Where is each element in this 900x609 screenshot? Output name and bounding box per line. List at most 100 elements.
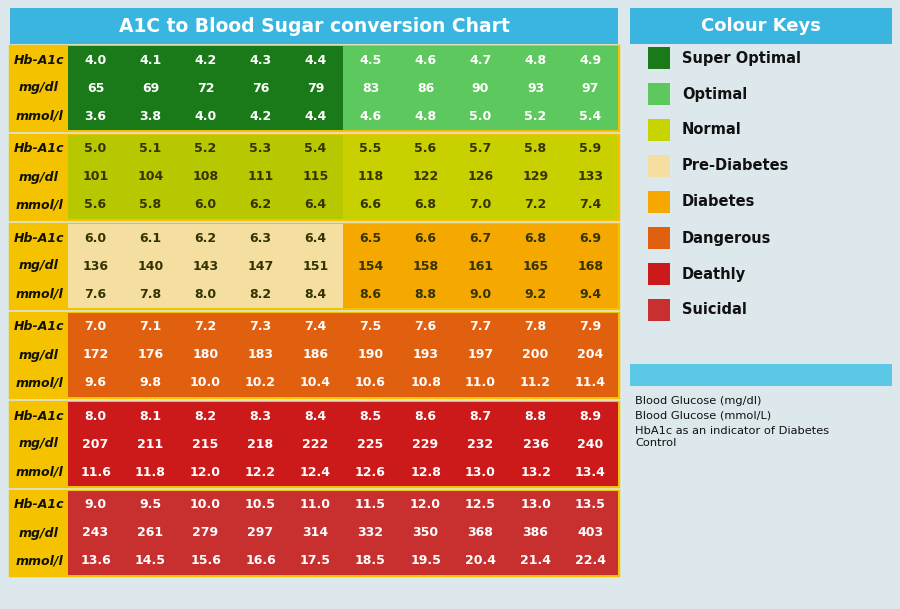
FancyBboxPatch shape: [563, 224, 618, 252]
FancyBboxPatch shape: [178, 74, 233, 102]
Text: 6.6: 6.6: [359, 199, 382, 211]
Text: 18.5: 18.5: [356, 555, 386, 568]
Text: 6.4: 6.4: [304, 199, 327, 211]
FancyBboxPatch shape: [10, 135, 68, 163]
FancyBboxPatch shape: [123, 163, 178, 191]
Text: 200: 200: [522, 348, 549, 362]
Text: 21.4: 21.4: [520, 555, 551, 568]
FancyBboxPatch shape: [68, 369, 123, 397]
FancyBboxPatch shape: [563, 430, 618, 458]
Text: 3.8: 3.8: [140, 110, 161, 122]
FancyBboxPatch shape: [288, 547, 343, 575]
Text: 16.6: 16.6: [245, 555, 276, 568]
Text: 12.0: 12.0: [190, 465, 221, 479]
FancyBboxPatch shape: [508, 491, 563, 519]
Text: 4.3: 4.3: [249, 54, 272, 66]
FancyBboxPatch shape: [563, 341, 618, 369]
Text: 140: 140: [138, 259, 164, 272]
FancyBboxPatch shape: [123, 430, 178, 458]
Text: 6.0: 6.0: [194, 199, 217, 211]
Text: 12.5: 12.5: [465, 499, 496, 512]
FancyBboxPatch shape: [563, 46, 618, 74]
Text: Hb-A1c: Hb-A1c: [14, 409, 64, 423]
Text: 9.2: 9.2: [525, 287, 546, 300]
Text: 11.0: 11.0: [465, 376, 496, 390]
FancyBboxPatch shape: [68, 491, 123, 519]
FancyBboxPatch shape: [398, 519, 453, 547]
FancyBboxPatch shape: [508, 280, 563, 308]
FancyBboxPatch shape: [68, 191, 123, 219]
Text: 176: 176: [138, 348, 164, 362]
FancyBboxPatch shape: [508, 458, 563, 486]
FancyBboxPatch shape: [648, 227, 670, 249]
FancyBboxPatch shape: [68, 458, 123, 486]
Text: 172: 172: [83, 348, 109, 362]
FancyBboxPatch shape: [288, 491, 343, 519]
Text: 168: 168: [578, 259, 604, 272]
FancyBboxPatch shape: [123, 369, 178, 397]
FancyBboxPatch shape: [68, 280, 123, 308]
FancyBboxPatch shape: [398, 252, 453, 280]
Text: 12.6: 12.6: [356, 465, 386, 479]
FancyBboxPatch shape: [178, 458, 233, 486]
Text: 14.5: 14.5: [135, 555, 166, 568]
Text: 8.6: 8.6: [359, 287, 382, 300]
Text: 7.8: 7.8: [140, 287, 162, 300]
Text: 4.2: 4.2: [249, 110, 272, 122]
Text: 4.5: 4.5: [359, 54, 382, 66]
Text: 8.5: 8.5: [359, 409, 382, 423]
Text: 5.1: 5.1: [140, 143, 162, 155]
FancyBboxPatch shape: [288, 191, 343, 219]
Text: 5.0: 5.0: [470, 110, 491, 122]
Text: 4.9: 4.9: [580, 54, 601, 66]
FancyBboxPatch shape: [398, 280, 453, 308]
FancyBboxPatch shape: [123, 102, 178, 130]
FancyBboxPatch shape: [563, 491, 618, 519]
Text: 4.7: 4.7: [470, 54, 491, 66]
FancyBboxPatch shape: [10, 313, 68, 341]
FancyBboxPatch shape: [288, 163, 343, 191]
Text: 8.7: 8.7: [470, 409, 491, 423]
Text: 161: 161: [467, 259, 493, 272]
FancyBboxPatch shape: [10, 191, 68, 219]
Text: 12.4: 12.4: [300, 465, 331, 479]
Text: 13.0: 13.0: [520, 499, 551, 512]
Text: 4.0: 4.0: [85, 54, 106, 66]
Text: 8.2: 8.2: [194, 409, 217, 423]
FancyBboxPatch shape: [233, 491, 288, 519]
FancyBboxPatch shape: [563, 458, 618, 486]
Text: Hb-A1c: Hb-A1c: [14, 499, 64, 512]
Text: mmol/l: mmol/l: [15, 376, 63, 390]
Text: 9.5: 9.5: [140, 499, 162, 512]
Text: Colour Keys: Colour Keys: [701, 17, 821, 35]
FancyBboxPatch shape: [10, 430, 68, 458]
Text: 97: 97: [581, 82, 599, 94]
Text: 72: 72: [197, 82, 214, 94]
Text: 65: 65: [86, 82, 104, 94]
FancyBboxPatch shape: [343, 191, 398, 219]
FancyBboxPatch shape: [398, 163, 453, 191]
FancyBboxPatch shape: [233, 313, 288, 341]
FancyBboxPatch shape: [648, 299, 670, 321]
Text: mmol/l: mmol/l: [15, 287, 63, 300]
Text: 13.2: 13.2: [520, 465, 551, 479]
FancyBboxPatch shape: [508, 135, 563, 163]
FancyBboxPatch shape: [68, 46, 123, 74]
Text: 8.9: 8.9: [580, 409, 601, 423]
Text: 19.5: 19.5: [410, 555, 441, 568]
FancyBboxPatch shape: [343, 402, 398, 430]
FancyBboxPatch shape: [233, 191, 288, 219]
FancyBboxPatch shape: [398, 430, 453, 458]
Text: 17.5: 17.5: [300, 555, 331, 568]
FancyBboxPatch shape: [343, 224, 398, 252]
FancyBboxPatch shape: [288, 402, 343, 430]
FancyBboxPatch shape: [178, 402, 233, 430]
FancyBboxPatch shape: [123, 313, 178, 341]
Text: mg/dl: mg/dl: [19, 348, 58, 362]
FancyBboxPatch shape: [563, 402, 618, 430]
Text: 3.6: 3.6: [85, 110, 106, 122]
FancyBboxPatch shape: [288, 341, 343, 369]
Text: 332: 332: [357, 527, 383, 540]
Text: 12.8: 12.8: [410, 465, 441, 479]
Text: 6.2: 6.2: [194, 231, 217, 244]
